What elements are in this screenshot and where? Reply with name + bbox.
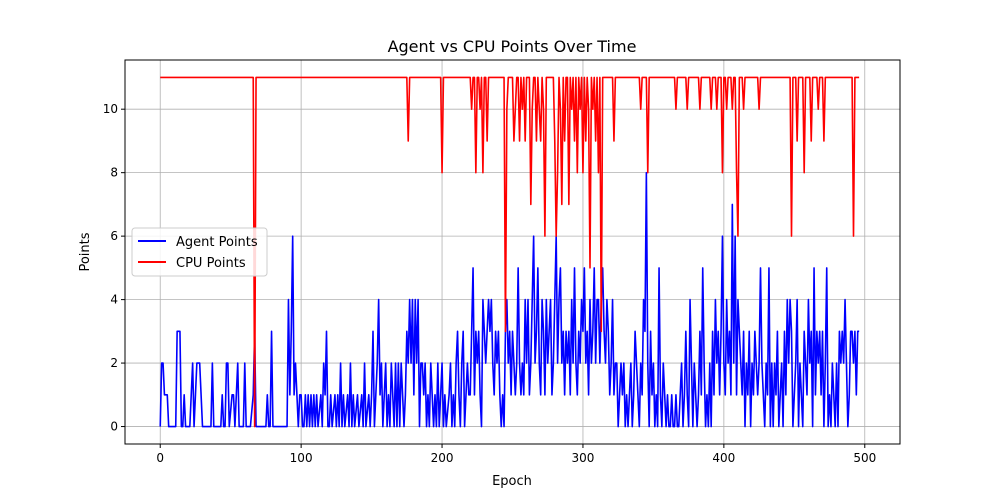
legend: Agent Points CPU Points bbox=[131, 227, 268, 277]
y-tick-label: 8 bbox=[110, 166, 118, 180]
agent-points-line bbox=[159, 171, 860, 428]
x-tick-label: 100 bbox=[290, 451, 313, 465]
legend-agent-label: Agent Points bbox=[176, 235, 258, 250]
chart-title: Agent vs CPU Points Over Time bbox=[388, 37, 637, 56]
series-layer bbox=[159, 76, 860, 428]
y-tick-label: 6 bbox=[110, 229, 118, 243]
y-tick-label: 0 bbox=[110, 420, 118, 434]
x-axis-label: Epoch bbox=[492, 474, 532, 489]
legend-cpu-label: CPU Points bbox=[176, 256, 246, 271]
x-tick-label: 0 bbox=[156, 451, 164, 465]
cpu-points-line bbox=[160, 76, 860, 428]
y-tick-label: 2 bbox=[110, 356, 118, 370]
x-tick-label: 400 bbox=[712, 451, 735, 465]
axis-ticks: 0 100 200 300 400 500 0 2 4 6 8 10 bbox=[103, 102, 877, 465]
x-tick-label: 500 bbox=[853, 451, 876, 465]
plot-frame bbox=[124, 59, 901, 445]
y-tick-label: 10 bbox=[103, 102, 118, 116]
y-tick-label: 4 bbox=[110, 293, 118, 307]
y-axis-label: Points bbox=[78, 232, 93, 271]
x-tick-label: 200 bbox=[431, 451, 454, 465]
x-tick-label: 300 bbox=[572, 451, 595, 465]
